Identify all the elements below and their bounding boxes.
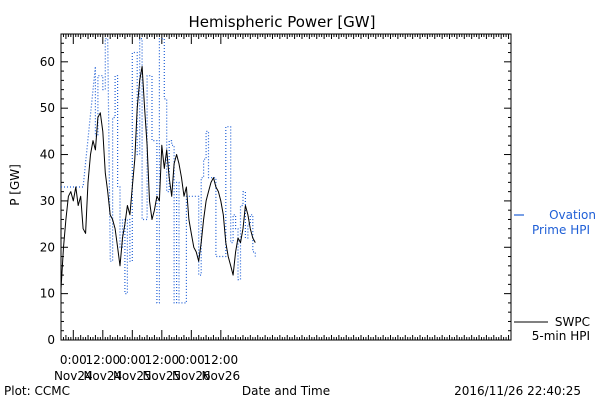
x-tick-label-time: 0:00 <box>119 353 146 367</box>
x-tick-label-time: 0:00 <box>60 353 87 367</box>
x-tick-label-date: Nov26 <box>201 369 240 383</box>
y-tick-label: 40 <box>40 148 55 162</box>
x-tick-label-time: 12:00 <box>145 353 180 367</box>
series-ovation-prime-line <box>61 37 256 304</box>
y-tick-label: 20 <box>40 240 55 254</box>
x-tick-label-time: 0:00 <box>178 353 205 367</box>
chart-title: Hemispheric Power [GW] <box>189 13 376 31</box>
y-tick-label: 10 <box>40 287 55 301</box>
x-tick-label-date: Nov25 <box>113 369 152 383</box>
y-tick-label: 30 <box>40 194 55 208</box>
x-tick-label-date: Nov26 <box>172 369 211 383</box>
y-tick-label: 50 <box>40 101 55 115</box>
legend-ovation-label: Ovation <box>549 208 596 222</box>
x-tick-label-time: 12:00 <box>204 353 239 367</box>
x-axis-ticks: 0:00 Nov24 12:00 Nov24 0:00 Nov25 12:00 Nov25 0:… <box>54 34 510 383</box>
x-tick-label-date: Nov25 <box>142 369 181 383</box>
x-tick-label-date: Nov24 <box>54 369 93 383</box>
y-tick-label: 60 <box>40 55 55 69</box>
x-tick-label-time: 12:00 <box>86 353 121 367</box>
series-swpc-line <box>60 66 256 290</box>
x-axis-label: Date and Time <box>242 384 330 398</box>
timestamp: 2016/11/26 22:40:25 <box>454 384 581 398</box>
legend-ovation-label-2: Prime HPI <box>532 223 590 237</box>
plot-credit: Plot: CCMC <box>4 384 70 398</box>
legend-swpc-label-2: 5-min HPI <box>532 329 590 343</box>
x-tick-label-date: Nov24 <box>83 369 122 383</box>
y-axis-ticks: 0 10 20 30 40 50 60 <box>40 42 511 347</box>
legend-swpc-label: SWPC <box>555 315 590 329</box>
series-layer <box>60 37 256 304</box>
y-tick-label: 0 <box>47 333 55 347</box>
y-axis-label: P [GW] <box>8 164 22 206</box>
plot-frame <box>60 33 512 341</box>
